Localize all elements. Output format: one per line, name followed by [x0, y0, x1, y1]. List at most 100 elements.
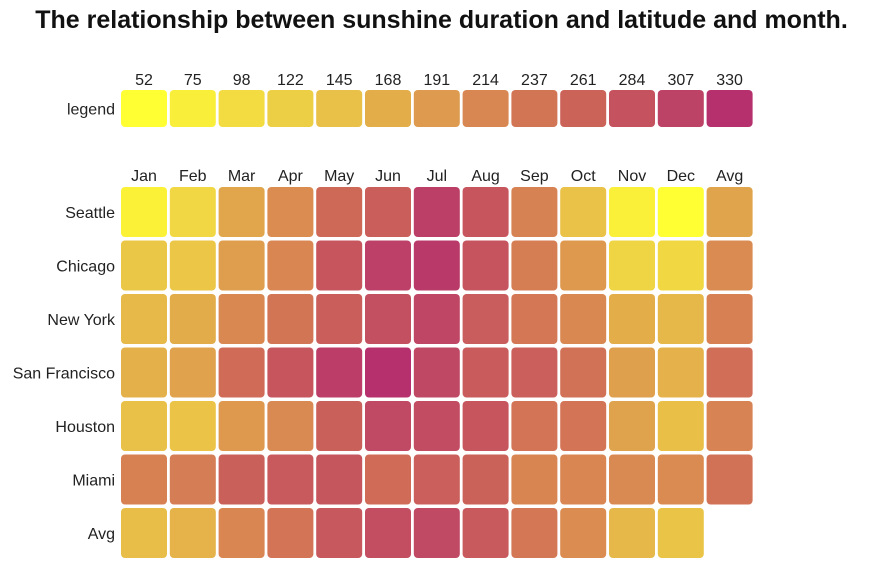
legend-tick-label: 52 — [135, 72, 153, 89]
legend-label: legend — [67, 102, 115, 119]
heatmap-cell — [316, 187, 363, 237]
legend-swatch — [560, 90, 607, 127]
heatmap-cell — [121, 347, 167, 398]
heatmap-cell — [560, 240, 607, 291]
heatmap-cell — [609, 508, 655, 558]
heatmap-cell — [316, 347, 363, 398]
heatmap-cell — [365, 454, 411, 505]
heatmap-cell — [657, 401, 704, 451]
heatmap-cell — [121, 508, 167, 558]
heatmap-cell — [706, 347, 753, 398]
heatmap-cell — [169, 347, 216, 398]
heatmap-cell — [121, 401, 167, 451]
heatmap-cell — [267, 347, 314, 398]
heatmap-cell — [609, 240, 655, 291]
heatmap-cell — [511, 454, 558, 505]
heatmap-cell — [609, 401, 655, 451]
heatmap-cell — [560, 454, 607, 505]
heatmap-cell — [511, 347, 558, 398]
column-label: Aug — [471, 168, 499, 185]
legend-tick-label: 98 — [233, 72, 251, 89]
heatmap-cell — [413, 294, 460, 344]
heatmap-cell — [462, 508, 509, 558]
heatmap-cell — [316, 508, 363, 558]
legend-swatch — [413, 90, 460, 127]
heatmap-cell — [121, 240, 167, 291]
heatmap-cell — [657, 294, 704, 344]
heatmap-cell — [365, 347, 411, 398]
heatmap-cell — [462, 240, 509, 291]
heatmap-cell — [169, 508, 216, 558]
heatmap-cell — [413, 454, 460, 505]
heatmap-cell — [609, 187, 655, 237]
heatmap-cell — [413, 187, 460, 237]
heatmap-cell — [560, 347, 607, 398]
column-label: May — [324, 168, 354, 185]
heatmap-cell — [169, 401, 216, 451]
row-label: Avg — [88, 526, 115, 543]
heatmap-cell — [657, 240, 704, 291]
heatmap-cell — [706, 294, 753, 344]
column-label: Oct — [571, 168, 596, 185]
heatmap-cell — [365, 508, 411, 558]
column-label: Feb — [179, 168, 207, 185]
heatmap-cell — [121, 187, 167, 237]
legend-swatch — [462, 90, 509, 127]
column-label: Jul — [427, 168, 447, 185]
heatmap-cell — [706, 187, 753, 237]
heatmap-cell — [121, 294, 167, 344]
heatmap-cell — [267, 401, 314, 451]
heatmap-cell — [169, 240, 216, 291]
heatmap-cell — [511, 240, 558, 291]
heatmap-cell — [657, 187, 704, 237]
heatmap-cell — [413, 347, 460, 398]
heatmap-cell — [511, 187, 558, 237]
column-label: Dec — [667, 168, 695, 185]
heatmap-cell — [413, 240, 460, 291]
heatmap-cell — [462, 454, 509, 505]
heatmap-cell — [511, 294, 558, 344]
legend-swatch — [365, 90, 411, 127]
row-label: Seattle — [65, 205, 115, 222]
column-label: Mar — [228, 168, 256, 185]
heatmap-cell — [169, 294, 216, 344]
legend-swatch — [706, 90, 753, 127]
legend-tick-label: 284 — [619, 72, 646, 89]
legend-swatch — [609, 90, 655, 127]
heatmap-cell — [218, 401, 265, 451]
chart-title: The relationship between sunshine durati… — [35, 6, 848, 34]
legend-swatch — [267, 90, 314, 127]
heatmap-cell — [218, 294, 265, 344]
legend-swatch — [511, 90, 558, 127]
heatmap-cell — [218, 347, 265, 398]
heatmap-cell — [706, 240, 753, 291]
heatmap-cell — [560, 508, 607, 558]
heatmap-cell — [267, 508, 314, 558]
heatmap-cell — [706, 401, 753, 451]
legend-swatch — [657, 90, 704, 127]
heatmap-cell — [609, 294, 655, 344]
heatmap-cell — [657, 508, 704, 558]
heatmap-cell — [316, 240, 363, 291]
heatmap-cell — [121, 454, 167, 505]
legend: legend 52 75 98 122 145 168 191 214 237 261 284 307 3… — [67, 72, 753, 127]
heatmap-cell — [316, 294, 363, 344]
heatmap-cell — [267, 294, 314, 344]
legend-tick-label: 122 — [277, 72, 304, 89]
column-label: Apr — [278, 168, 304, 185]
heatmap-cell — [169, 187, 216, 237]
heatmap-cell — [413, 508, 460, 558]
legend-tick-label: 168 — [375, 72, 402, 89]
legend-tick-label: 145 — [326, 72, 353, 89]
heatmap-cell — [218, 240, 265, 291]
heatmap-cell — [511, 401, 558, 451]
legend-tick-label: 261 — [570, 72, 597, 89]
heatmap-cell — [657, 347, 704, 398]
heatmap-cell — [462, 294, 509, 344]
legend-tick-label: 237 — [521, 72, 548, 89]
heatmap-grid: Jan Feb Mar Apr May Jun Jul Aug Sep Oct Nov Dec Avg S… — [13, 168, 753, 558]
legend-tick-label: 191 — [423, 72, 450, 89]
heatmap-cell — [218, 508, 265, 558]
row-label: New York — [47, 312, 116, 329]
row-label: Chicago — [56, 259, 115, 276]
